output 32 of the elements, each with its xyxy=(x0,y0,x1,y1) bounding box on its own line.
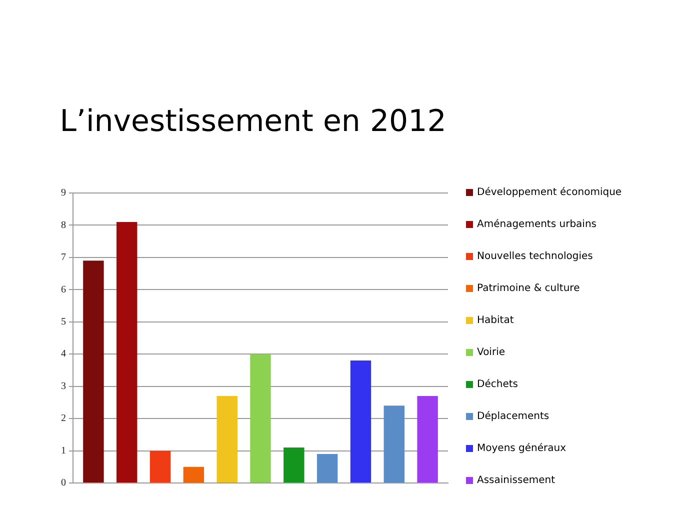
bar xyxy=(83,260,104,482)
legend-label: Développement économique xyxy=(477,186,622,198)
legend-label: Patrimoine & culture xyxy=(477,282,580,294)
y-tick-label: 1 xyxy=(61,445,66,456)
bar xyxy=(116,222,138,482)
legend-label: Moyens généraux xyxy=(477,442,566,454)
legend-label: Aménagements urbains xyxy=(477,218,596,230)
y-tick-label: 0 xyxy=(61,478,66,489)
legend-label: Habitat xyxy=(477,314,514,326)
y-tick-label: 7 xyxy=(61,252,66,264)
legend-label: Assainissement xyxy=(477,474,556,486)
bar xyxy=(183,466,204,482)
y-tick-label: 5 xyxy=(61,316,66,328)
y-tick-label: 8 xyxy=(61,220,66,231)
legend-label: Déplacements xyxy=(477,410,550,422)
y-tick-label: 2 xyxy=(61,413,66,424)
bar xyxy=(417,396,438,482)
chart-title: L’investissement en 2012 xyxy=(60,104,446,139)
bar xyxy=(250,354,271,482)
legend-label: Nouvelles technologies xyxy=(477,250,593,262)
bar xyxy=(316,454,338,482)
y-tick-label: 3 xyxy=(61,380,66,392)
y-tick-label: 9 xyxy=(61,188,66,199)
bar xyxy=(216,396,238,482)
y-tick-label: 4 xyxy=(61,348,66,360)
bar xyxy=(150,450,171,482)
legend-label: Voirie xyxy=(477,346,506,358)
y-tick-label: 6 xyxy=(61,284,66,296)
bar xyxy=(350,360,372,482)
legend-label: Déchets xyxy=(477,378,518,390)
bar xyxy=(384,406,404,482)
bar xyxy=(284,448,304,482)
